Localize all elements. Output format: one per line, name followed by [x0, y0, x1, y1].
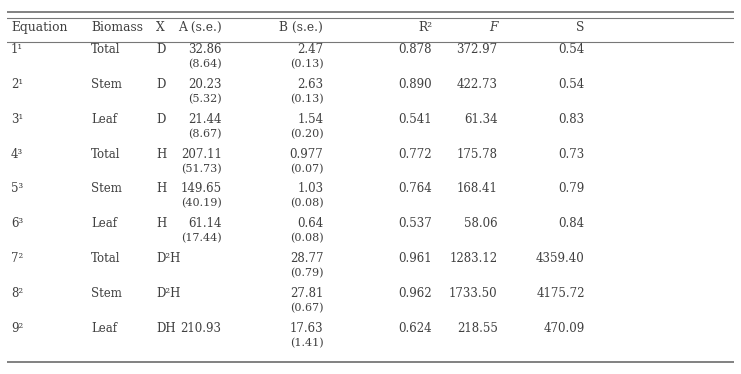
- Text: 422.73: 422.73: [456, 78, 498, 91]
- Text: 1.54: 1.54: [297, 113, 323, 126]
- Text: (0.08): (0.08): [290, 198, 323, 209]
- Text: S: S: [576, 21, 585, 34]
- Text: F: F: [489, 21, 498, 34]
- Text: 0.890: 0.890: [399, 78, 432, 91]
- Text: A (s.e.): A (s.e.): [178, 21, 222, 34]
- Text: (0.20): (0.20): [290, 129, 323, 139]
- Text: (17.44): (17.44): [181, 233, 222, 243]
- Text: DH: DH: [156, 322, 176, 335]
- Text: Total: Total: [91, 43, 121, 56]
- Text: 2¹: 2¹: [11, 78, 23, 91]
- Text: Total: Total: [91, 252, 121, 265]
- Text: 61.14: 61.14: [188, 217, 222, 230]
- Text: 6³: 6³: [11, 217, 23, 230]
- Text: 218.55: 218.55: [456, 322, 498, 335]
- Text: 4175.72: 4175.72: [536, 287, 585, 300]
- Text: Stem: Stem: [91, 78, 122, 91]
- Text: 0.878: 0.878: [399, 43, 432, 56]
- Text: (0.13): (0.13): [290, 94, 323, 104]
- Text: H: H: [156, 147, 167, 160]
- Text: R²: R²: [418, 21, 432, 34]
- Text: 0.54: 0.54: [559, 43, 585, 56]
- Text: 4359.40: 4359.40: [536, 252, 585, 265]
- Text: (8.67): (8.67): [188, 129, 222, 139]
- Text: 207.11: 207.11: [181, 147, 222, 160]
- Text: 2.47: 2.47: [297, 43, 323, 56]
- Text: 21.44: 21.44: [188, 113, 222, 126]
- Text: Stem: Stem: [91, 183, 122, 195]
- Text: 0.84: 0.84: [559, 217, 585, 230]
- Text: 0.624: 0.624: [399, 322, 432, 335]
- Text: Leaf: Leaf: [91, 217, 117, 230]
- Text: 0.64: 0.64: [297, 217, 323, 230]
- Text: 0.54: 0.54: [559, 78, 585, 91]
- Text: 0.541: 0.541: [399, 113, 432, 126]
- Text: (5.32): (5.32): [188, 94, 222, 104]
- Text: 5³: 5³: [11, 183, 23, 195]
- Text: 61.34: 61.34: [464, 113, 498, 126]
- Text: 0.772: 0.772: [399, 147, 432, 160]
- Text: D: D: [156, 113, 166, 126]
- Text: D²H: D²H: [156, 252, 181, 265]
- Text: (0.08): (0.08): [290, 233, 323, 243]
- Text: Leaf: Leaf: [91, 113, 117, 126]
- Text: D: D: [156, 78, 166, 91]
- Text: (0.79): (0.79): [290, 268, 323, 278]
- Text: Total: Total: [91, 147, 121, 160]
- Text: (8.64): (8.64): [188, 59, 222, 69]
- Text: H: H: [156, 183, 167, 195]
- Text: 8²: 8²: [11, 287, 23, 300]
- Text: 168.41: 168.41: [456, 183, 498, 195]
- Text: 27.81: 27.81: [290, 287, 323, 300]
- Text: 372.97: 372.97: [456, 43, 498, 56]
- Text: 58.06: 58.06: [464, 217, 498, 230]
- Text: H: H: [156, 217, 167, 230]
- Text: D²H: D²H: [156, 287, 181, 300]
- Text: 470.09: 470.09: [543, 322, 585, 335]
- Text: 0.83: 0.83: [559, 113, 585, 126]
- Text: 0.764: 0.764: [399, 183, 432, 195]
- Text: (0.07): (0.07): [290, 163, 323, 174]
- Text: 17.63: 17.63: [290, 322, 323, 335]
- Text: 9²: 9²: [11, 322, 23, 335]
- Text: 149.65: 149.65: [181, 183, 222, 195]
- Text: 0.537: 0.537: [399, 217, 432, 230]
- Text: 0.79: 0.79: [559, 183, 585, 195]
- Text: B (s.e.): B (s.e.): [279, 21, 323, 34]
- Text: 2.63: 2.63: [297, 78, 323, 91]
- Text: 175.78: 175.78: [456, 147, 498, 160]
- Text: 28.77: 28.77: [290, 252, 323, 265]
- Text: (0.67): (0.67): [290, 303, 323, 313]
- Text: (40.19): (40.19): [181, 198, 222, 209]
- Text: 210.93: 210.93: [181, 322, 222, 335]
- Text: 0.962: 0.962: [399, 287, 432, 300]
- Text: (0.13): (0.13): [290, 59, 323, 69]
- Text: 0.977: 0.977: [290, 147, 323, 160]
- Text: D: D: [156, 43, 166, 56]
- Text: Stem: Stem: [91, 287, 122, 300]
- Text: 0.961: 0.961: [399, 252, 432, 265]
- Text: (1.41): (1.41): [290, 338, 323, 348]
- Text: Biomass: Biomass: [91, 21, 143, 34]
- Text: 3¹: 3¹: [11, 113, 23, 126]
- Text: Equation: Equation: [11, 21, 67, 34]
- Text: 32.86: 32.86: [188, 43, 222, 56]
- Text: 0.73: 0.73: [559, 147, 585, 160]
- Text: 4³: 4³: [11, 147, 23, 160]
- Text: 7²: 7²: [11, 252, 23, 265]
- Text: 20.23: 20.23: [188, 78, 222, 91]
- Text: 1.03: 1.03: [297, 183, 323, 195]
- Text: 1¹: 1¹: [11, 43, 23, 56]
- Text: 1733.50: 1733.50: [449, 287, 498, 300]
- Text: (51.73): (51.73): [181, 163, 222, 174]
- Text: Leaf: Leaf: [91, 322, 117, 335]
- Text: 1283.12: 1283.12: [450, 252, 498, 265]
- Text: X: X: [156, 21, 165, 34]
